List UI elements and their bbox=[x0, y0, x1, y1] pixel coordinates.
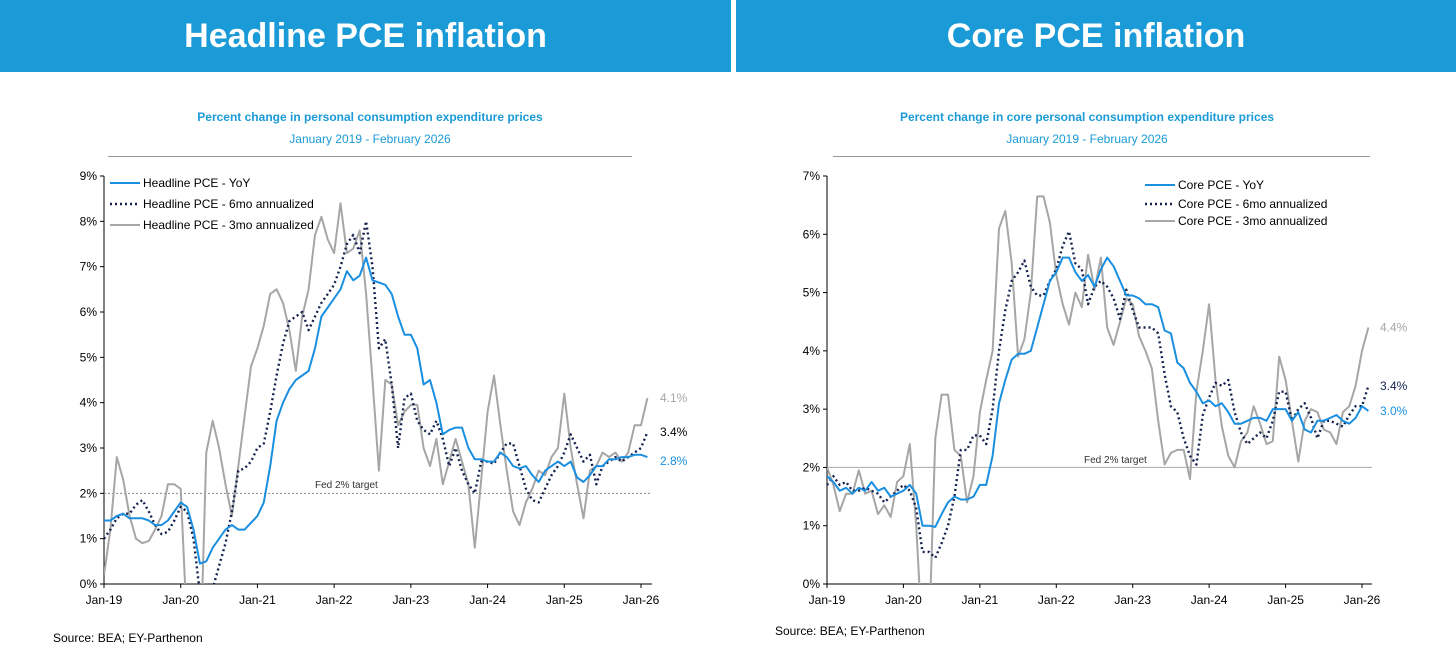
x-tick-label: Jan-24 bbox=[469, 593, 506, 607]
end-value-label-2: 4.4% bbox=[1380, 321, 1408, 335]
legend-label-2: Core PCE - 3mo annualized bbox=[1178, 214, 1327, 228]
x-tick-label: Jan-24 bbox=[1191, 593, 1228, 607]
fed-target-label: Fed 2% target bbox=[315, 480, 378, 491]
end-value-label-1: 3.4% bbox=[660, 425, 688, 439]
source-note-core: Source: BEA; EY-Parthenon bbox=[775, 624, 925, 638]
title-rule-headline bbox=[108, 156, 632, 157]
end-value-label-0: 3.0% bbox=[1380, 404, 1408, 418]
series-line-1 bbox=[104, 220, 649, 584]
headline-pce-banner: Headline PCE inflation bbox=[0, 0, 731, 72]
y-tick-label: 4% bbox=[80, 396, 98, 410]
series-line-2 bbox=[827, 195, 1370, 584]
end-value-label-0: 2.8% bbox=[660, 454, 688, 468]
legend-label-1: Headline PCE - 6mo annualized bbox=[143, 197, 314, 211]
x-tick-label: Jan-26 bbox=[1344, 593, 1381, 607]
y-tick-label: 7% bbox=[80, 260, 98, 274]
y-tick-label: 4% bbox=[803, 344, 821, 358]
x-tick-label: Jan-20 bbox=[885, 593, 922, 607]
chart-title-headline: Percent change in personal consumption e… bbox=[197, 110, 543, 124]
y-tick-label: 6% bbox=[803, 227, 821, 241]
y-tick-label: 3% bbox=[80, 441, 98, 455]
x-tick-label: Jan-23 bbox=[1114, 593, 1151, 607]
core-chart: 0% 1% 2% 3% 4% 5% 6% 7% Jan-19 Jan-20 Jan-21 Jan-22… bbox=[803, 169, 1408, 607]
x-tick-label: Jan-21 bbox=[962, 593, 999, 607]
y-tick-label: 3% bbox=[803, 402, 821, 416]
legend-label-1: Core PCE - 6mo annualized bbox=[1178, 197, 1327, 211]
series-line-0 bbox=[104, 256, 648, 565]
x-tick-label: Jan-22 bbox=[316, 593, 353, 607]
headline-chart: 0% 1% 2% 3% 4% 5% 6% 7% 8% 9% Jan-19 Jan-20 Jan-21 Ja… bbox=[80, 169, 688, 607]
chart-subtitle-headline: January 2019 - February 2026 bbox=[289, 132, 451, 146]
y-tick-label: 0% bbox=[803, 577, 821, 591]
y-tick-label: 5% bbox=[803, 286, 821, 300]
y-tick-label: 9% bbox=[80, 169, 98, 183]
y-tick-label: 2% bbox=[80, 486, 98, 500]
y-tick-label: 8% bbox=[80, 214, 98, 228]
y-tick-label: 5% bbox=[80, 350, 98, 364]
x-tick-label: Jan-20 bbox=[162, 593, 199, 607]
x-tick-label: Jan-25 bbox=[1267, 593, 1304, 607]
chart-title-core: Percent change in core personal consumpt… bbox=[899, 110, 1275, 124]
fed-target-label: Fed 2% target bbox=[1084, 455, 1147, 466]
core-pce-banner: Core PCE inflation bbox=[736, 0, 1456, 72]
series-line-2 bbox=[104, 202, 649, 584]
y-tick-label: 0% bbox=[80, 577, 98, 591]
y-tick-label: 1% bbox=[803, 519, 821, 533]
x-tick-label: Jan-26 bbox=[623, 593, 660, 607]
source-note-headline: Source: BEA; EY-Parthenon bbox=[53, 631, 203, 645]
y-tick-label: 7% bbox=[803, 169, 821, 183]
x-tick-label: Jan-23 bbox=[393, 593, 430, 607]
title-rule-core bbox=[833, 156, 1370, 157]
end-value-label-2: 4.1% bbox=[660, 391, 688, 405]
legend-label-2: Headline PCE - 3mo annualized bbox=[143, 218, 314, 232]
legend-label-0: Core PCE - YoY bbox=[1178, 178, 1264, 192]
x-tick-label: Jan-19 bbox=[809, 593, 846, 607]
x-tick-label: Jan-22 bbox=[1038, 593, 1075, 607]
x-tick-label: Jan-25 bbox=[546, 593, 583, 607]
legend-label-0: Headline PCE - YoY bbox=[143, 176, 250, 190]
y-tick-label: 2% bbox=[803, 460, 821, 474]
y-tick-label: 1% bbox=[80, 532, 98, 546]
end-value-label-1: 3.4% bbox=[1380, 379, 1408, 393]
x-tick-label: Jan-19 bbox=[86, 593, 123, 607]
x-tick-label: Jan-21 bbox=[239, 593, 276, 607]
chart-subtitle-core: January 2019 - February 2026 bbox=[1006, 132, 1168, 146]
series-line-0 bbox=[827, 256, 1369, 528]
y-tick-label: 6% bbox=[80, 305, 98, 319]
